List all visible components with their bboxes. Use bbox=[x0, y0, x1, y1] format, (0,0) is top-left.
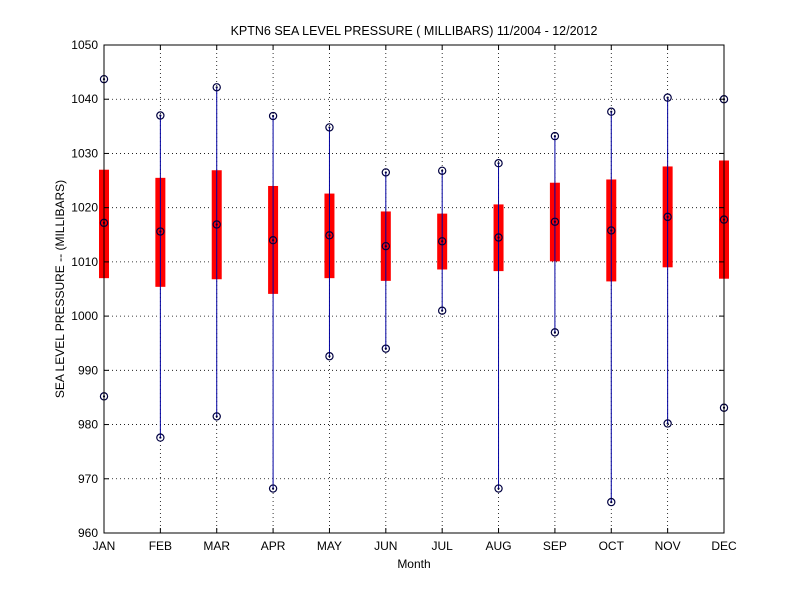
x-tick-label: JAN bbox=[93, 539, 116, 553]
mean-marker bbox=[607, 226, 616, 235]
min-marker bbox=[381, 344, 391, 353]
mean-marker bbox=[381, 241, 391, 251]
min-marker-dot bbox=[271, 487, 275, 490]
mean-marker bbox=[325, 231, 334, 240]
x-tick-label: MAY bbox=[317, 539, 342, 553]
min-marker-dot bbox=[328, 355, 331, 358]
y-tick-label: 1050 bbox=[71, 38, 98, 52]
min-marker-dot bbox=[159, 436, 162, 439]
x-tick-label: APR bbox=[261, 539, 286, 553]
x-tick-label: AUG bbox=[486, 539, 512, 553]
x-tick-label: SEP bbox=[543, 539, 567, 553]
mean-marker-dot bbox=[497, 236, 500, 239]
mean-marker bbox=[156, 227, 165, 236]
x-tick-label: FEB bbox=[149, 539, 172, 553]
y-tick-label: 990 bbox=[78, 363, 98, 377]
min-marker bbox=[325, 352, 334, 361]
mean-marker bbox=[550, 217, 560, 226]
x-tick-label: NOV bbox=[655, 539, 681, 553]
mean-marker-dot bbox=[610, 229, 613, 232]
max-marker bbox=[156, 111, 165, 120]
x-axis-title: Month bbox=[397, 557, 430, 571]
mean-marker-dot bbox=[553, 220, 557, 223]
min-marker-dot bbox=[666, 422, 669, 425]
mean-marker-dot bbox=[666, 215, 669, 218]
max-marker-dot bbox=[610, 110, 613, 113]
min-marker bbox=[268, 484, 278, 493]
plot-area-background bbox=[104, 45, 724, 533]
min-marker bbox=[663, 419, 672, 428]
axis-ticks: 960 970 980 990 1000 1010 1020 1030 1040 1050 JAN F… bbox=[71, 38, 737, 553]
plot-frame bbox=[103, 44, 725, 534]
mean-marker bbox=[494, 233, 503, 242]
max-marker bbox=[437, 166, 447, 175]
mean-marker-dot bbox=[159, 230, 162, 233]
max-marker bbox=[381, 168, 391, 177]
min-marker-dot bbox=[384, 347, 387, 350]
min-marker bbox=[494, 484, 503, 493]
max-marker bbox=[663, 93, 672, 102]
mean-marker bbox=[268, 235, 278, 245]
y-tick-label: 1020 bbox=[71, 201, 98, 215]
y-tick-label: 1010 bbox=[71, 255, 98, 269]
min-marker bbox=[212, 412, 221, 421]
max-marker bbox=[268, 111, 278, 121]
mean-marker bbox=[663, 212, 672, 222]
x-tick-label: OCT bbox=[599, 539, 625, 553]
max-marker-dot bbox=[666, 96, 669, 99]
max-marker-dot bbox=[215, 86, 218, 89]
min-marker-dot bbox=[441, 309, 444, 312]
mean-marker-dot bbox=[215, 223, 218, 226]
chart-title: KPTN6 SEA LEVEL PRESSURE ( MILLIBARS) 11… bbox=[231, 24, 598, 38]
min-marker bbox=[550, 328, 560, 337]
max-marker-dot bbox=[328, 126, 331, 129]
mean-marker-dot bbox=[441, 240, 444, 243]
mean-marker-dot bbox=[384, 245, 387, 248]
x-tick-label: JUN bbox=[374, 539, 397, 553]
max-marker-dot bbox=[384, 171, 387, 174]
max-marker bbox=[325, 123, 334, 132]
y-tick-label: 1000 bbox=[71, 309, 98, 323]
max-marker bbox=[550, 131, 560, 141]
max-marker bbox=[212, 83, 221, 92]
y-tick-label: 970 bbox=[78, 472, 98, 486]
y-tick-label: 1040 bbox=[71, 92, 98, 106]
min-marker-dot bbox=[610, 500, 613, 504]
y-tick-label: 1030 bbox=[71, 146, 98, 160]
max-marker-dot bbox=[159, 114, 162, 117]
min-marker bbox=[437, 306, 447, 315]
min-marker bbox=[156, 433, 165, 442]
max-marker-dot bbox=[497, 162, 500, 165]
x-tick-label: JUL bbox=[432, 539, 454, 553]
mean-marker bbox=[212, 220, 221, 229]
x-tick-label: MAR bbox=[203, 539, 230, 553]
y-tick-label: 960 bbox=[78, 526, 98, 540]
max-marker bbox=[494, 159, 503, 168]
min-marker-dot bbox=[497, 487, 500, 490]
y-tick-label: 980 bbox=[78, 418, 98, 432]
min-marker-dot bbox=[553, 331, 557, 334]
min-marker bbox=[607, 497, 616, 507]
max-marker bbox=[607, 107, 616, 116]
max-marker-dot bbox=[441, 169, 444, 172]
mean-marker bbox=[437, 237, 447, 246]
mean-marker-dot bbox=[328, 234, 331, 237]
y-axis-title: SEA LEVEL PRESSURE -- (MILLIBARS) bbox=[53, 180, 67, 398]
max-marker-dot bbox=[553, 134, 557, 138]
mean-marker-dot bbox=[271, 239, 275, 242]
max-marker-dot bbox=[271, 114, 275, 118]
x-tick-label: DEC bbox=[711, 539, 737, 553]
min-marker-dot bbox=[215, 415, 218, 418]
